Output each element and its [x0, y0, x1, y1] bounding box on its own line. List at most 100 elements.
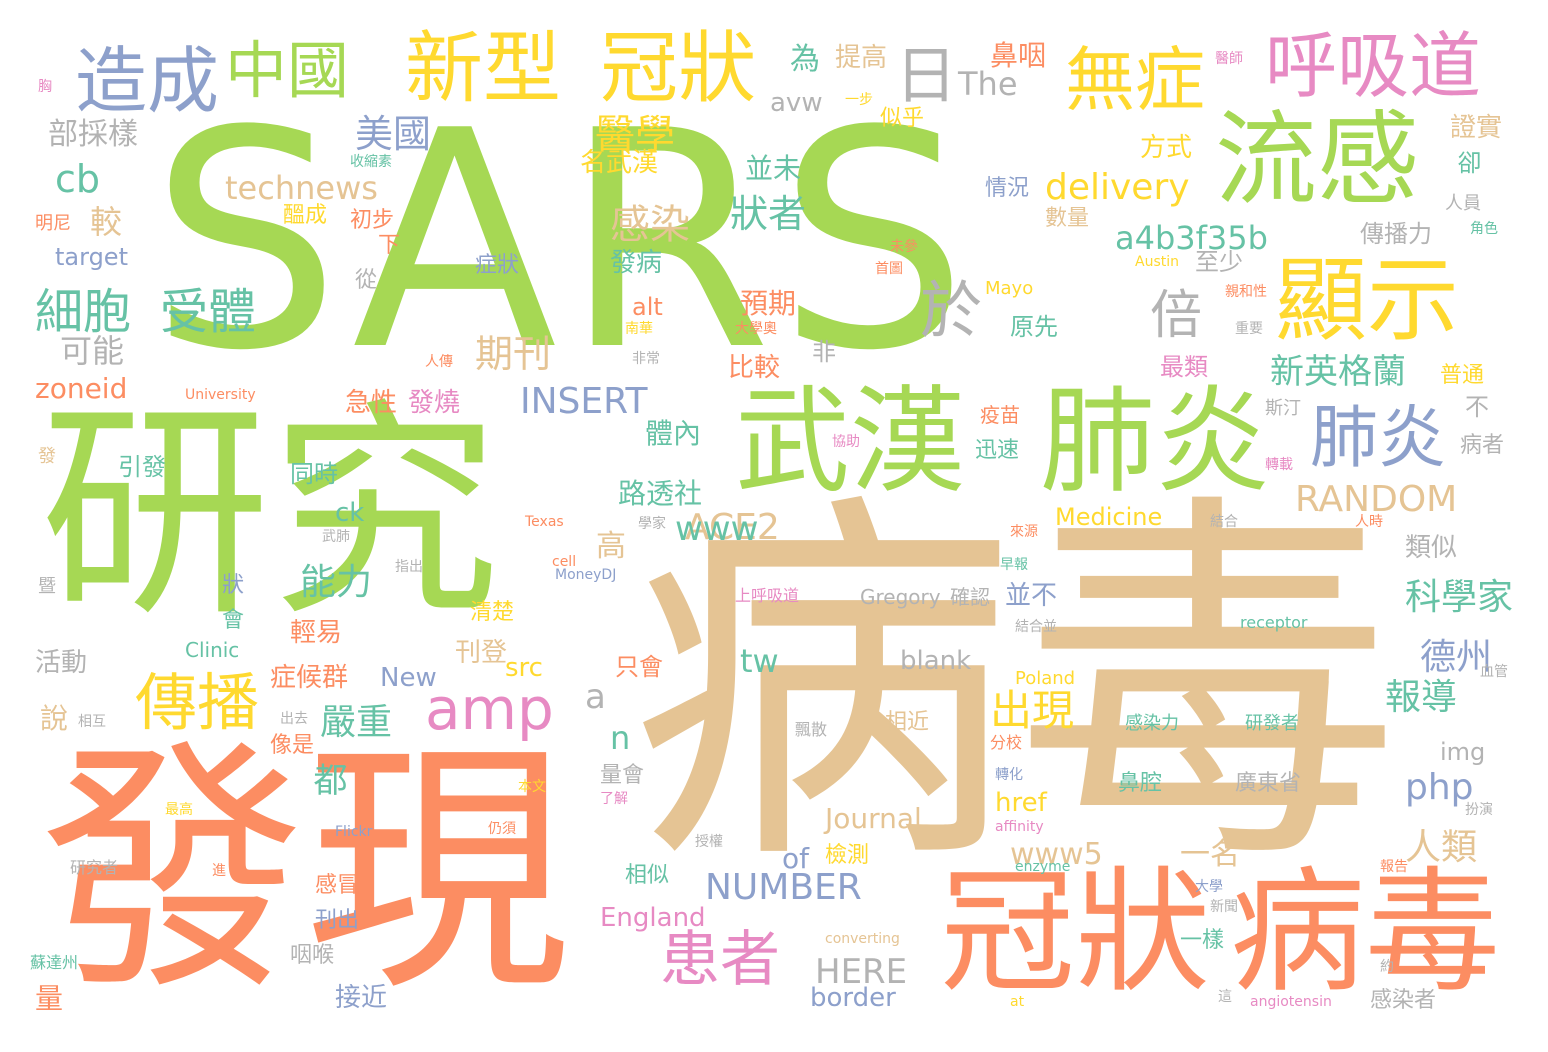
cloud-word: 輕易 — [290, 618, 343, 648]
cloud-word: 角色 — [1470, 221, 1498, 237]
cloud-word: 上呼吸道 — [735, 586, 800, 605]
cloud-word: target — [55, 243, 128, 271]
cloud-word: 轉載 — [1265, 457, 1293, 473]
cloud-word: Poland — [1015, 668, 1076, 689]
cloud-word: Flickr — [335, 824, 373, 840]
cloud-word: 為 — [790, 42, 820, 77]
cloud-word: 下 — [378, 233, 401, 258]
cloud-word: 醫師 — [1215, 51, 1243, 67]
cloud-word: 飄散 — [795, 720, 828, 739]
cloud-word: 體內 — [645, 417, 702, 450]
cloud-word: 仍須 — [488, 821, 516, 837]
cloud-word: 接近 — [335, 983, 388, 1013]
cloud-word: 肺炎 — [1040, 375, 1271, 509]
cloud-word: 鼻咽 — [990, 39, 1047, 72]
cloud-word: 授權 — [695, 834, 723, 850]
cloud-word: 傳播力 — [1360, 220, 1432, 248]
cloud-word: 高 — [596, 529, 626, 564]
cloud-word: 引發 — [118, 453, 166, 481]
cloud-word: 協助 — [832, 434, 860, 450]
cloud-word: 研究 — [40, 381, 501, 648]
cloud-word: 明尼 — [35, 213, 71, 234]
cloud-word: 數量 — [1045, 206, 1090, 231]
cloud-word: 親和性 — [1225, 284, 1267, 300]
cloud-word: 首圖 — [875, 261, 903, 277]
cloud-word: 日 — [895, 39, 958, 112]
cloud-word: 最類 — [1160, 353, 1208, 381]
cloud-word: 大學奧 — [735, 321, 777, 337]
cloud-word: 武肺 — [322, 529, 350, 545]
cloud-word: Gregory — [860, 585, 941, 609]
cloud-word: 冠狀 — [940, 854, 1210, 1011]
cloud-word: 路透社 — [618, 477, 703, 510]
cloud-word: 科學家 — [1405, 577, 1514, 618]
cloud-word: border — [810, 983, 896, 1013]
cloud-word: 感冒 — [315, 873, 360, 898]
cloud-word: angiotensin — [1250, 994, 1332, 1010]
cloud-word: receptor — [1240, 613, 1308, 632]
cloud-word: 進 — [212, 863, 226, 879]
cloud-word: blank — [900, 646, 972, 676]
cloud-word: 初步 — [350, 208, 395, 233]
cloud-word: New — [380, 663, 437, 693]
cloud-word: 病毒 — [630, 463, 1400, 911]
cloud-word: of — [782, 842, 809, 875]
cloud-word: 迅速 — [975, 438, 1020, 463]
cloud-word: 人員 — [1445, 193, 1481, 214]
cloud-word: 中國 — [225, 34, 350, 107]
cloud-word: 狀者 — [730, 192, 807, 236]
cloud-word: 能力 — [300, 562, 373, 603]
cloud-word: England — [600, 903, 706, 933]
cloud-word: University — [185, 387, 256, 403]
cloud-word: 非常 — [632, 351, 660, 367]
cloud-word: enzyme — [1015, 859, 1071, 875]
cloud-word: 相互 — [78, 714, 106, 730]
cloud-word: 倍 — [1150, 286, 1203, 346]
cloud-word: 結合並 — [1015, 619, 1057, 635]
cloud-word: 發現 — [40, 718, 570, 1026]
cloud-word: 感染力 — [1125, 713, 1179, 734]
cloud-word: 報導 — [1385, 677, 1458, 718]
cloud-word: 報告 — [1380, 859, 1408, 875]
cloud-word: ACE2 — [685, 507, 780, 548]
cloud-word: 來源 — [1010, 524, 1038, 540]
cloud-word: 清楚 — [470, 600, 515, 625]
cloud-word: amp — [425, 675, 554, 743]
cloud-word: 這 — [1218, 989, 1232, 1005]
cloud-word: 德州 — [1420, 637, 1493, 678]
cloud-word: 至少 — [1195, 248, 1243, 276]
cloud-word: 同時 — [290, 460, 338, 488]
cloud-word: Journal — [825, 802, 922, 835]
cloud-word: 不 — [1465, 393, 1489, 421]
cloud-word: 胸 — [38, 79, 52, 95]
cloud-word: 冠狀 — [600, 24, 757, 114]
cloud-word: 約 — [1380, 959, 1394, 975]
cloud-word: SARS — [150, 67, 975, 416]
cloud-word: alt — [632, 293, 663, 321]
cloud-word: 像是 — [270, 733, 315, 758]
cloud-word: 部採樣 — [48, 117, 138, 152]
cloud-word: 情況 — [985, 176, 1030, 201]
cloud-word: MoneyDJ — [555, 567, 617, 583]
cloud-word: 了解 — [600, 791, 628, 807]
cloud-word: Austin — [1135, 254, 1179, 270]
cloud-word: 新型 — [405, 24, 562, 114]
cloud-word: 醫學 — [595, 112, 675, 158]
cloud-word: 血管 — [1480, 664, 1508, 680]
cloud-word: 較 — [85, 205, 123, 237]
cloud-word: 研究者 — [70, 858, 119, 877]
cloud-word: a4b3f35b — [1115, 219, 1268, 257]
cloud-word: 疫苗 — [980, 403, 1020, 427]
cloud-word: 發 — [38, 446, 56, 467]
cloud-word: delivery — [1045, 167, 1190, 208]
cloud-word: 蘇達州 — [30, 953, 79, 972]
cloud-word: affinity — [995, 819, 1044, 835]
cloud-word: 人傳 — [425, 354, 453, 370]
cloud-word: 鼻腔 — [1118, 771, 1163, 796]
cloud-word: 感染者 — [1370, 988, 1437, 1013]
cloud-word: 確認 — [950, 585, 990, 609]
cloud-word: technews — [225, 169, 378, 207]
cloud-word: 學家 — [638, 516, 666, 532]
cloud-word: 廣東省 — [1235, 771, 1302, 796]
cloud-word: 量會 — [600, 763, 645, 788]
